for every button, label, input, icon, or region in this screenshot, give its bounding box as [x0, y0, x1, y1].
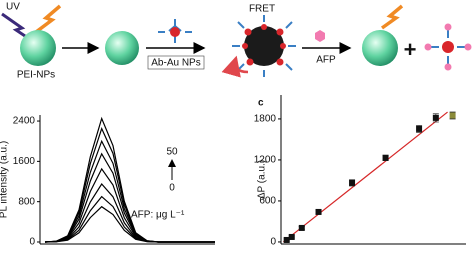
y-axis-label: PL intensity (a.u.) [0, 141, 10, 218]
schematic: UV PEI-NPs Ab-Au NPs FRET AFP + [1, 2, 472, 81]
data-point [416, 125, 423, 132]
fit-line [282, 111, 448, 243]
y-tick-label: 0 [270, 237, 276, 248]
emission-bolt [380, 4, 404, 30]
ab-label: Ab-Au NPs [151, 58, 200, 69]
data-point [382, 154, 389, 161]
nanoparticle [20, 30, 56, 66]
y-axis-label: ΔP (a.u.) [257, 160, 268, 199]
au-afp-complex [424, 23, 472, 71]
panel-label: c [258, 98, 264, 109]
data-point [349, 179, 356, 186]
data-point [432, 114, 439, 121]
emission-bolt [34, 4, 62, 34]
y-tick-label: 1800 [254, 114, 277, 125]
charts: 0 800 1600 2400 PL intensity (a.u.) 50 0 AFP: μ… [0, 95, 466, 248]
data-point [288, 233, 295, 240]
y-tick-label: 1600 [13, 156, 36, 167]
nanoparticle [362, 30, 398, 66]
plus-sign: + [404, 37, 417, 62]
annotation: 0 [169, 183, 175, 194]
pei-label: PEI-NPs [17, 70, 55, 81]
y-tick-label: 1200 [254, 155, 277, 166]
fret-label: FRET [249, 4, 275, 15]
y-tick-label: 2400 [13, 116, 36, 127]
nanoparticle [105, 31, 139, 65]
annotation: AFP: μg L⁻¹ [131, 210, 185, 221]
y-tick-label: 0 [29, 237, 35, 248]
uv-label: UV [6, 2, 20, 13]
data-point [298, 224, 305, 231]
spectrum-line [44, 205, 215, 243]
y-tick-label: 800 [18, 196, 35, 207]
afp-label: AFP [316, 55, 336, 66]
ab-au-np [158, 19, 192, 43]
data-point [449, 112, 456, 119]
label-box [147, 55, 205, 70]
y-tick-label: 600 [259, 196, 276, 207]
fret-complex [221, 15, 296, 78]
afp-molecule [315, 30, 325, 42]
data-point [315, 208, 322, 215]
data-point [283, 236, 290, 243]
annotation: 50 [166, 147, 178, 158]
